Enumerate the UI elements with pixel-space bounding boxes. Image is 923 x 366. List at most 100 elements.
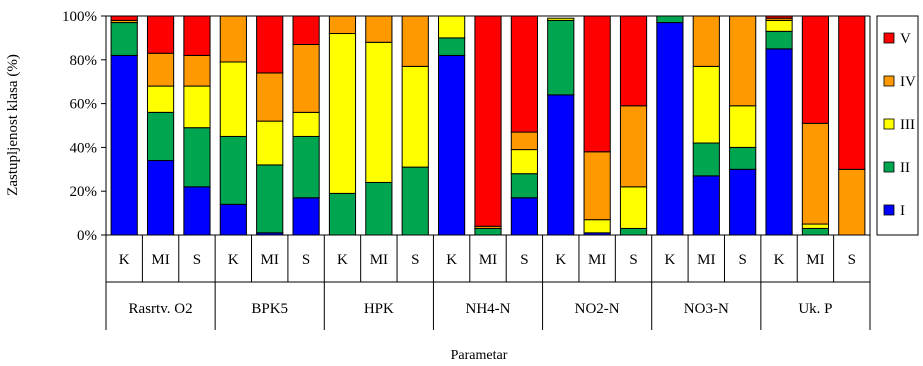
legend-label-ii: II xyxy=(900,160,910,176)
y-axis: 0% 20% 40% 60% 80% 100% xyxy=(62,9,107,244)
bars xyxy=(110,15,866,236)
bar-segment-nh4-n-k-iii xyxy=(438,15,466,39)
bar-segment-uk-p-s-iv xyxy=(838,168,866,236)
bar-segment-rasrtv-o2-s-iii xyxy=(183,85,211,129)
x-tick-label: MI xyxy=(151,252,169,268)
bar-segment-nh4-n-k-i xyxy=(438,54,466,236)
x-tick-label: MI xyxy=(806,252,824,268)
bar-segment-bpk5-k-iv xyxy=(219,15,247,63)
bar-segment-hpk-mi-iv xyxy=(365,15,393,43)
x-tick-label: MI xyxy=(479,252,497,268)
bar-segment-no3-n-k-ii xyxy=(656,15,684,24)
bar-segment-nh4-n-s-iii xyxy=(510,149,538,175)
legend-label-iii: III xyxy=(900,117,915,133)
group-label: Uk. P xyxy=(798,301,832,317)
bar-segment-hpk-mi-iii xyxy=(365,41,393,183)
bar-segment-no3-n-mi-iv xyxy=(692,15,720,67)
bar-segment-no3-n-s-i xyxy=(729,168,757,236)
bar-segment-hpk-k-ii xyxy=(328,192,357,236)
x-tick-label: MI xyxy=(588,252,606,268)
bar-segment-nh4-n-mi-ii xyxy=(474,227,502,236)
bar-segment-uk-p-k-ii xyxy=(765,30,793,50)
bar-segment-hpk-mi-ii xyxy=(365,181,393,236)
bar-segment-uk-p-mi-v xyxy=(801,15,830,124)
bar-segment-hpk-s-ii xyxy=(401,166,429,236)
bar-segment-rasrtv-o2-mi-ii xyxy=(146,111,175,162)
group-label: Rasrtv. O2 xyxy=(129,301,193,317)
bar-segment-bpk5-mi-v xyxy=(256,15,284,74)
bar-segment-bpk5-s-v xyxy=(292,15,320,45)
bar-segment-uk-p-k-iii xyxy=(765,19,793,32)
x-tick-label: K xyxy=(119,252,130,268)
y-tick-label: 40% xyxy=(70,140,98,156)
bar-segment-rasrtv-o2-k-v xyxy=(110,15,138,21)
bar-segment-bpk5-s-i xyxy=(292,197,320,236)
group-label: NO2-N xyxy=(575,301,620,317)
legend-label-i: I xyxy=(900,203,905,219)
y-tick-label: 80% xyxy=(70,53,98,69)
bar-segment-uk-p-k-v xyxy=(765,15,793,19)
bar-segment-bpk5-mi-iv xyxy=(256,72,284,122)
bar-segment-no2-n-s-iv xyxy=(619,105,648,188)
legend-swatch-iii xyxy=(883,118,895,130)
bar-segment-hpk-s-iii xyxy=(401,65,429,168)
bar-segment-uk-p-mi-iv xyxy=(801,122,830,225)
bar-segment-no3-n-mi-iii xyxy=(692,65,720,144)
bar-segment-uk-p-k-i xyxy=(765,48,793,236)
bar-segment-bpk5-k-i xyxy=(219,203,247,236)
bar-segment-nh4-n-s-i xyxy=(510,197,538,236)
legend-label-v: V xyxy=(900,31,911,47)
bar-segment-bpk5-s-ii xyxy=(292,135,320,199)
category-table: K MI S K MI S K MI S K MI S K MI S K MI S K MI S Rasrtv. O2 BP… xyxy=(105,234,871,330)
bar-segment-rasrtv-o2-s-i xyxy=(183,186,211,236)
y-tick-label: 100% xyxy=(62,9,97,25)
x-tick-label: MI xyxy=(697,252,715,268)
x-tick-label: K xyxy=(228,252,239,268)
bar-segment-rasrtv-o2-mi-i xyxy=(146,160,175,236)
group-label: NH4-N xyxy=(466,301,511,317)
bar-segment-no3-n-s-ii xyxy=(729,146,757,170)
x-tick-label: S xyxy=(629,252,637,268)
bar-segment-nh4-n-s-ii xyxy=(510,173,538,199)
bar-segment-no2-n-k-i xyxy=(547,94,575,236)
legend-swatch-ii xyxy=(883,161,895,173)
bar-segment-no2-n-s-ii xyxy=(619,227,648,236)
y-tick-label: 0% xyxy=(77,228,97,244)
x-tick-label: K xyxy=(664,252,675,268)
bar-segment-bpk5-k-iii xyxy=(219,61,247,137)
legend-swatch-i xyxy=(883,204,895,216)
x-tick-label: S xyxy=(520,252,528,268)
bar-segment-nh4-n-mi-v xyxy=(474,15,502,227)
bar-segment-hpk-s-iv xyxy=(401,15,429,67)
legend-swatch-iv xyxy=(883,75,895,87)
bar-segment-uk-p-mi-ii xyxy=(801,227,830,236)
bar-segment-rasrtv-o2-s-v xyxy=(183,15,211,56)
bar-segment-rasrtv-o2-mi-iv xyxy=(146,52,175,87)
x-tick-label: S xyxy=(738,252,746,268)
bar-segment-rasrtv-o2-mi-iii xyxy=(146,85,175,113)
bar-segment-nh4-n-k-ii xyxy=(438,37,466,56)
x-tick-label: S xyxy=(411,252,419,268)
x-tick-label: S xyxy=(302,252,310,268)
x-tick-label: K xyxy=(555,252,566,268)
bar-segment-bpk5-mi-ii xyxy=(256,164,284,234)
x-tick-label: K xyxy=(337,252,348,268)
bar-segment-no3-n-k-i xyxy=(656,22,684,236)
bar-segment-no2-n-mi-iii xyxy=(583,219,611,234)
x-tick-label: S xyxy=(193,252,201,268)
bar-segment-bpk5-k-ii xyxy=(219,135,247,205)
bar-segment-hpk-k-iv xyxy=(328,15,357,35)
bar-segment-no3-n-mi-ii xyxy=(692,142,720,177)
y-tick-label: 20% xyxy=(70,184,98,200)
bar-segment-no2-n-k-ii xyxy=(547,19,575,96)
bar-segment-no2-n-k-iii xyxy=(547,17,575,21)
x-axis-label: Parametar xyxy=(451,348,508,363)
bar-segment-no3-n-s-iv xyxy=(729,15,757,107)
bar-segment-bpk5-s-iii xyxy=(292,111,320,137)
bar-segment-rasrtv-o2-s-ii xyxy=(183,127,211,188)
group-label: NO3-N xyxy=(684,301,729,317)
bar-segment-rasrtv-o2-k-ii xyxy=(110,22,138,56)
bar-segment-uk-p-mi-iii xyxy=(801,223,830,229)
